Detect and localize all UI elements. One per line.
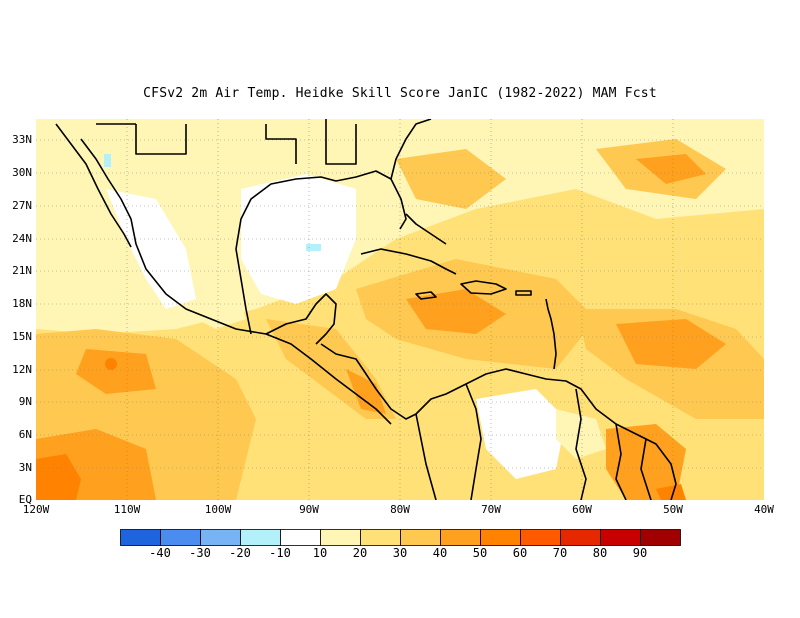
colorbar-swatch	[160, 529, 201, 546]
colorbar-swatch	[400, 529, 441, 546]
colorbar-tick-label: -30	[189, 546, 211, 560]
colorbar-tick-label: 40	[432, 546, 448, 560]
colorbar-swatch	[520, 529, 561, 546]
coastlines	[55, 119, 677, 500]
colorbar-swatch	[640, 529, 681, 546]
colorbar-swatch	[280, 529, 321, 546]
lon-label: 110W	[113, 503, 141, 516]
lat-label: EQ	[18, 493, 32, 506]
colorbar-tick-label: 20	[352, 546, 368, 560]
lon-label: 80W	[390, 503, 410, 516]
colorbar-tick-label: 10	[312, 546, 328, 560]
lat-label: 27N	[12, 199, 32, 212]
lat-label: 6N	[18, 428, 32, 441]
colorbar-tick-label: 50	[472, 546, 488, 560]
lat-label: 12N	[12, 363, 32, 376]
lat-label: 9N	[18, 395, 32, 408]
colorbar-swatch	[320, 529, 361, 546]
lon-label: 40W	[754, 503, 774, 516]
graticule	[36, 119, 764, 500]
colorbar-tick-label: 60	[512, 546, 528, 560]
lat-label: 24N	[12, 232, 32, 245]
lon-label: 70W	[481, 503, 501, 516]
colorbar-tick-label: -20	[229, 546, 251, 560]
lon-label: 100W	[204, 503, 232, 516]
lat-label: 3N	[18, 461, 32, 474]
colorbar-tick-label: 80	[592, 546, 608, 560]
colorbar-tick-label: -40	[149, 546, 171, 560]
lat-label: 15N	[12, 330, 32, 343]
colorbar-swatch	[560, 529, 601, 546]
map-title: CFSv2 2m Air Temp. Heidke Skill Score Ja…	[143, 86, 657, 101]
lon-label: 50W	[663, 503, 683, 516]
lat-label: 30N	[12, 166, 32, 179]
lat-label: 18N	[12, 297, 32, 310]
lon-label: 90W	[299, 503, 319, 516]
colorbar-tick-label: 90	[632, 546, 648, 560]
lat-label: 21N	[12, 264, 32, 277]
lon-label: 120W	[22, 503, 50, 516]
colorbar-swatch	[120, 529, 161, 546]
colorbar-tick-label: 30	[392, 546, 408, 560]
colorbar-swatch	[600, 529, 641, 546]
colorbar	[120, 529, 681, 546]
colorbar-swatch	[200, 529, 241, 546]
colorbar-swatch	[480, 529, 521, 546]
skill-field	[36, 119, 764, 500]
lon-label: 60W	[572, 503, 592, 516]
colorbar-swatch	[360, 529, 401, 546]
colorbar-tick-label: -10	[269, 546, 291, 560]
skill-score-map	[36, 119, 764, 500]
colorbar-swatch	[240, 529, 281, 546]
lat-label: 33N	[12, 133, 32, 146]
colorbar-swatch	[440, 529, 481, 546]
map-panel: 33N 30N 27N 24N 21N 18N 15N 12N 9N 6N 3N…	[12, 119, 774, 516]
colorbar-tick-label: 70	[552, 546, 568, 560]
